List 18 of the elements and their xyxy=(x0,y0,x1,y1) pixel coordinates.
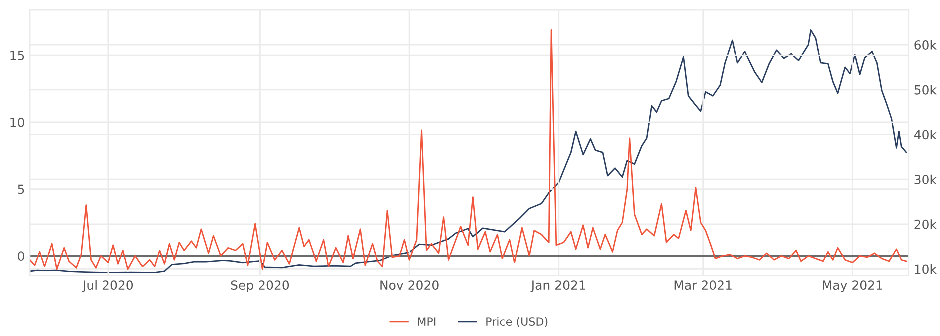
y-tick-label: 10 xyxy=(10,118,24,128)
y-tick-label: 15 xyxy=(10,51,24,60)
y-tick-label: 0 xyxy=(18,252,24,262)
x-tick-label: Nov 2020 xyxy=(380,280,439,290)
x-tick-label: Jan 2021 xyxy=(530,280,586,292)
y2-tick-label: 10k xyxy=(915,264,937,274)
legend-label: Price (USD) xyxy=(486,317,548,328)
y2-tick-label: 40k xyxy=(914,130,937,140)
y-tick-label: 5 xyxy=(18,184,24,194)
legend-label: MPI xyxy=(418,318,436,326)
y2-tick-label: 20k xyxy=(914,220,937,230)
x-tick-label: May 2021 xyxy=(823,280,882,292)
x-tick-label: Jul 2020 xyxy=(82,280,134,292)
y2-tick-label: 30k xyxy=(914,174,937,184)
y2-tick-label: 60k xyxy=(914,40,937,50)
y2-tick-label: 50k xyxy=(914,85,937,95)
x-tick-label: Sep 2020 xyxy=(231,280,290,292)
x-tick-label: Mar 2021 xyxy=(674,280,732,290)
